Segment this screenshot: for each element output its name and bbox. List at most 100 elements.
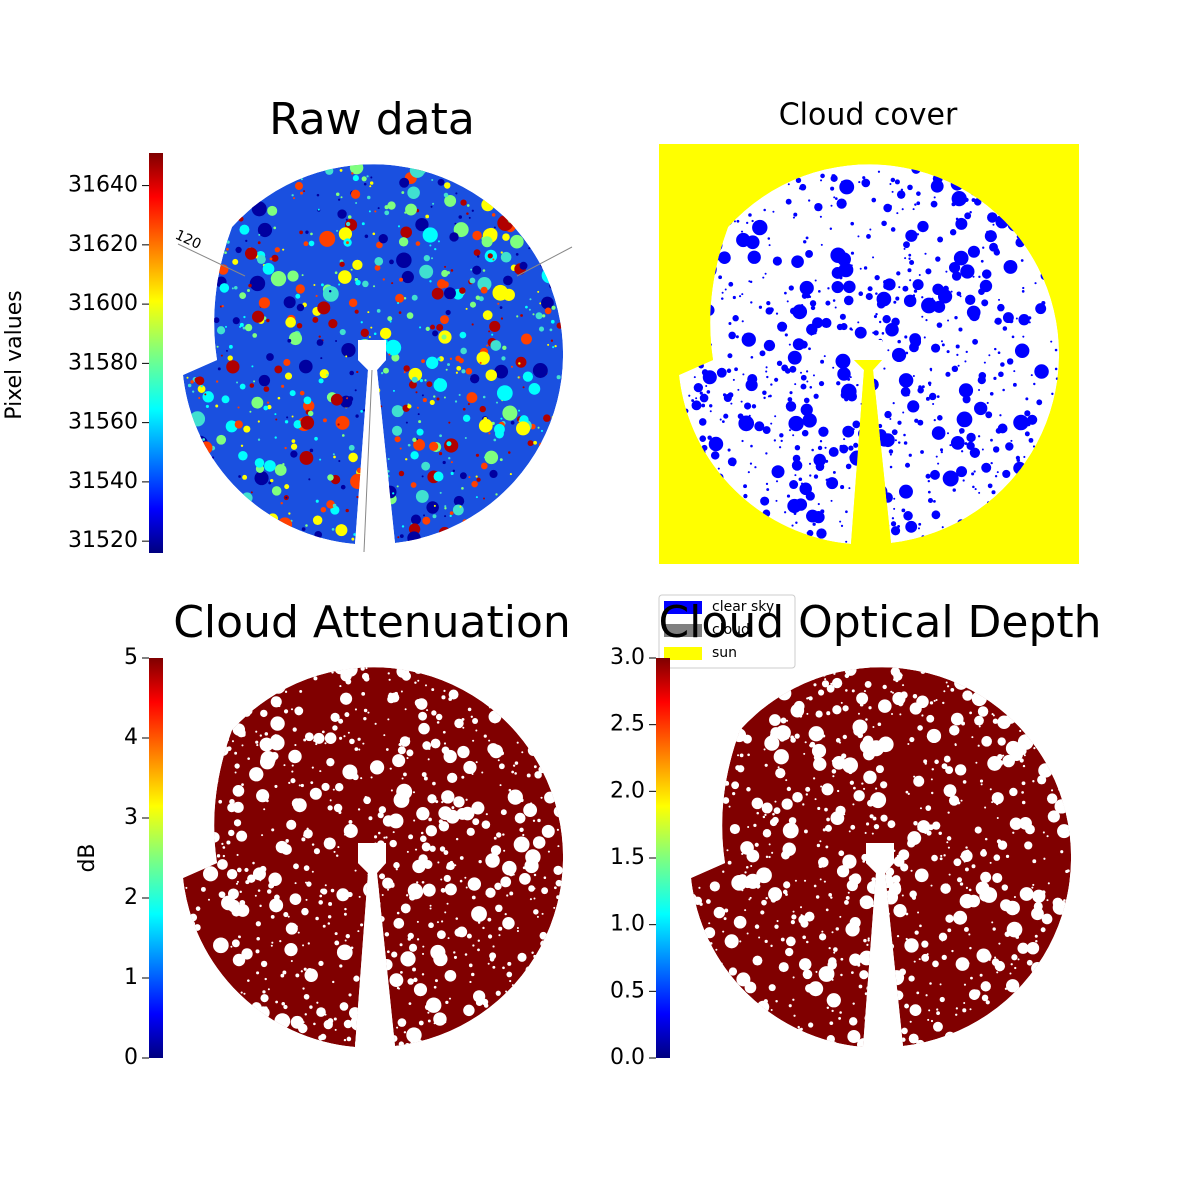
sky-dot <box>931 791 934 795</box>
sky-dot <box>921 315 924 318</box>
sky-dot <box>901 208 904 211</box>
sky-dot <box>789 365 797 373</box>
sky-dot <box>478 859 482 864</box>
sky-dot <box>800 371 803 374</box>
sky-dot <box>227 355 233 361</box>
sky-dot <box>493 530 497 534</box>
sky-dot <box>978 389 981 392</box>
sky-dot <box>540 940 547 948</box>
sky-dot <box>951 190 967 207</box>
sky-dot <box>966 432 976 443</box>
sky-dot <box>347 731 350 734</box>
sky-dot <box>692 983 701 992</box>
sky-dot <box>556 322 563 329</box>
sky-dot <box>549 688 552 691</box>
sky-dot <box>1025 397 1029 401</box>
sky-dot <box>933 419 936 422</box>
sky-dot <box>488 739 491 742</box>
sky-dot <box>1013 414 1029 431</box>
sky-dot <box>799 482 812 496</box>
sky-dot <box>441 801 444 804</box>
sky-dot <box>489 1043 492 1047</box>
sky-dot <box>389 767 392 770</box>
sky-dot <box>215 711 219 715</box>
sky-dot <box>481 998 489 1006</box>
sky-dot <box>200 385 203 388</box>
sky-dot <box>392 882 395 885</box>
sky-dot <box>429 845 436 852</box>
sky-dot <box>725 705 728 708</box>
sky-dot <box>958 327 963 332</box>
sky-dot <box>720 962 723 965</box>
sky-dot <box>474 1025 479 1030</box>
sky-dot <box>334 940 340 946</box>
sky-dot <box>947 846 950 849</box>
sky-dot <box>991 792 1004 805</box>
sky-dot <box>211 278 217 284</box>
sky-dot <box>392 754 406 768</box>
sky-dot <box>1030 374 1033 377</box>
sky-dot <box>917 781 923 787</box>
sky-dot <box>266 353 274 361</box>
sky-dot <box>396 1026 399 1029</box>
sky-dot <box>560 763 563 766</box>
sky-dot <box>966 305 981 320</box>
sky-dot <box>267 513 279 525</box>
sky-dot <box>771 465 785 479</box>
sky-dot <box>183 441 184 445</box>
sky-dot <box>490 340 502 351</box>
sky-dot <box>340 692 353 705</box>
sky-dot <box>818 426 829 437</box>
sky-dot <box>832 470 836 474</box>
sky-dot <box>238 216 244 222</box>
sky-dot <box>840 485 845 490</box>
sky-dot <box>217 165 220 168</box>
sky-dot <box>712 801 716 805</box>
sky-dot <box>340 196 343 199</box>
sky-dot <box>548 221 553 226</box>
sky-dot <box>511 682 518 688</box>
sky-dot <box>531 520 534 523</box>
sky-dot <box>396 252 412 269</box>
sky-dot <box>907 393 910 397</box>
sky-dot <box>198 396 201 400</box>
sky-dot <box>943 755 951 763</box>
sky-dot <box>978 275 981 278</box>
sky-dot <box>406 850 409 853</box>
sky-dot <box>460 199 467 206</box>
sky-dot <box>948 769 951 773</box>
sky-dot <box>904 257 907 260</box>
sky-dot <box>255 740 259 744</box>
sky-dot <box>839 1011 842 1014</box>
sky-dot <box>739 690 742 693</box>
sky-dot <box>257 420 260 423</box>
sky-dot <box>1021 672 1034 684</box>
sky-dot <box>755 673 759 676</box>
sky-dot <box>242 708 251 717</box>
sky-dot <box>291 439 296 444</box>
sky-dot <box>339 1002 349 1011</box>
colorbar <box>149 153 163 553</box>
sky-dot <box>256 971 260 975</box>
sky-dot <box>274 436 277 439</box>
sky-dot <box>897 420 902 425</box>
sky-dot <box>383 1035 388 1040</box>
sky-dot <box>554 291 557 294</box>
sky-dot <box>338 283 341 286</box>
sky-dot <box>413 977 418 983</box>
sky-dot <box>417 679 420 682</box>
sky-dot <box>1010 1003 1024 1016</box>
sky-dot <box>205 733 213 740</box>
sky-dot <box>233 819 242 827</box>
sky-dot <box>901 1027 908 1035</box>
sky-dot <box>733 984 737 988</box>
sky-dot <box>537 676 541 680</box>
sky-dot <box>292 751 296 754</box>
sky-dot <box>744 871 747 874</box>
sky-dot <box>239 325 242 328</box>
sky-dot <box>878 320 882 324</box>
sky-dot <box>930 778 933 781</box>
sky-dot <box>385 339 402 356</box>
sky-dot <box>185 991 193 999</box>
sky-dot <box>422 945 425 948</box>
